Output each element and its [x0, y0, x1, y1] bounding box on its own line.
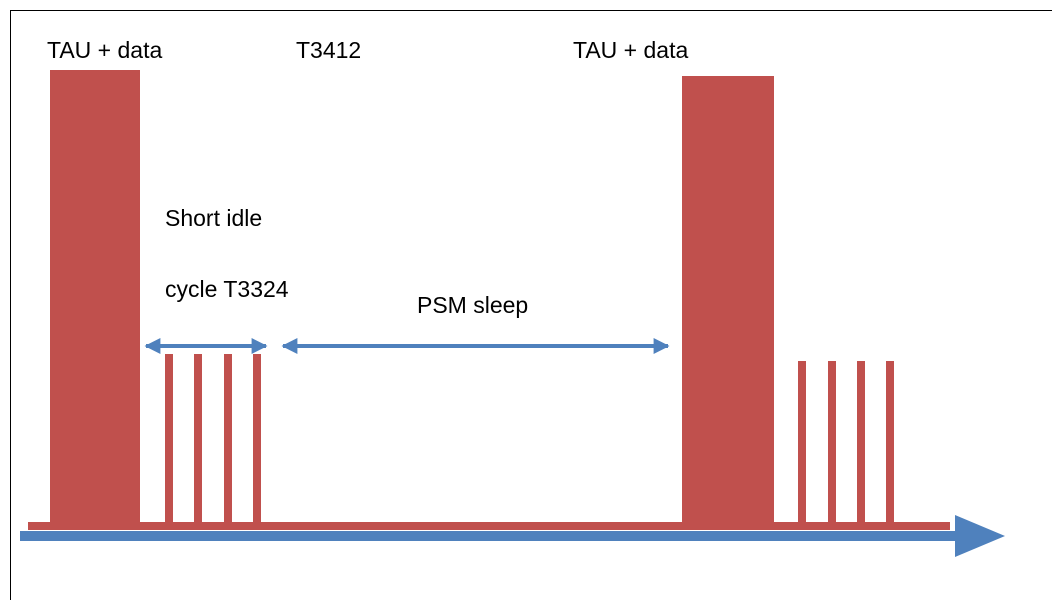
idle-paging-pulse-2	[194, 354, 202, 524]
idle-paging-pulse-1	[165, 354, 173, 524]
baseline-red-bar	[28, 522, 950, 530]
cycle-t3324-label: cycle T3324	[165, 276, 289, 302]
short-idle-label: Short idle	[165, 205, 263, 231]
idle-paging-pulse-7	[857, 361, 865, 524]
psm-sleep-label: PSM sleep	[417, 292, 529, 318]
t3412-label: T3412	[296, 37, 362, 63]
tau-data-label-right: TAU + data	[573, 37, 689, 63]
idle-paging-pulse-8	[886, 361, 894, 524]
tau-data-label-left: TAU + data	[47, 37, 163, 63]
tau-data-block-left	[50, 70, 140, 530]
idle-paging-pulse-5	[798, 361, 806, 524]
tau-data-block-right	[682, 76, 774, 530]
idle-paging-pulse-3	[224, 354, 232, 524]
time-axis-line	[20, 531, 960, 541]
diagram-frame	[10, 10, 1052, 600]
time-axis-arrowhead	[955, 515, 1005, 557]
idle-paging-pulse-4	[253, 354, 261, 524]
idle-paging-pulse-6	[828, 361, 836, 524]
